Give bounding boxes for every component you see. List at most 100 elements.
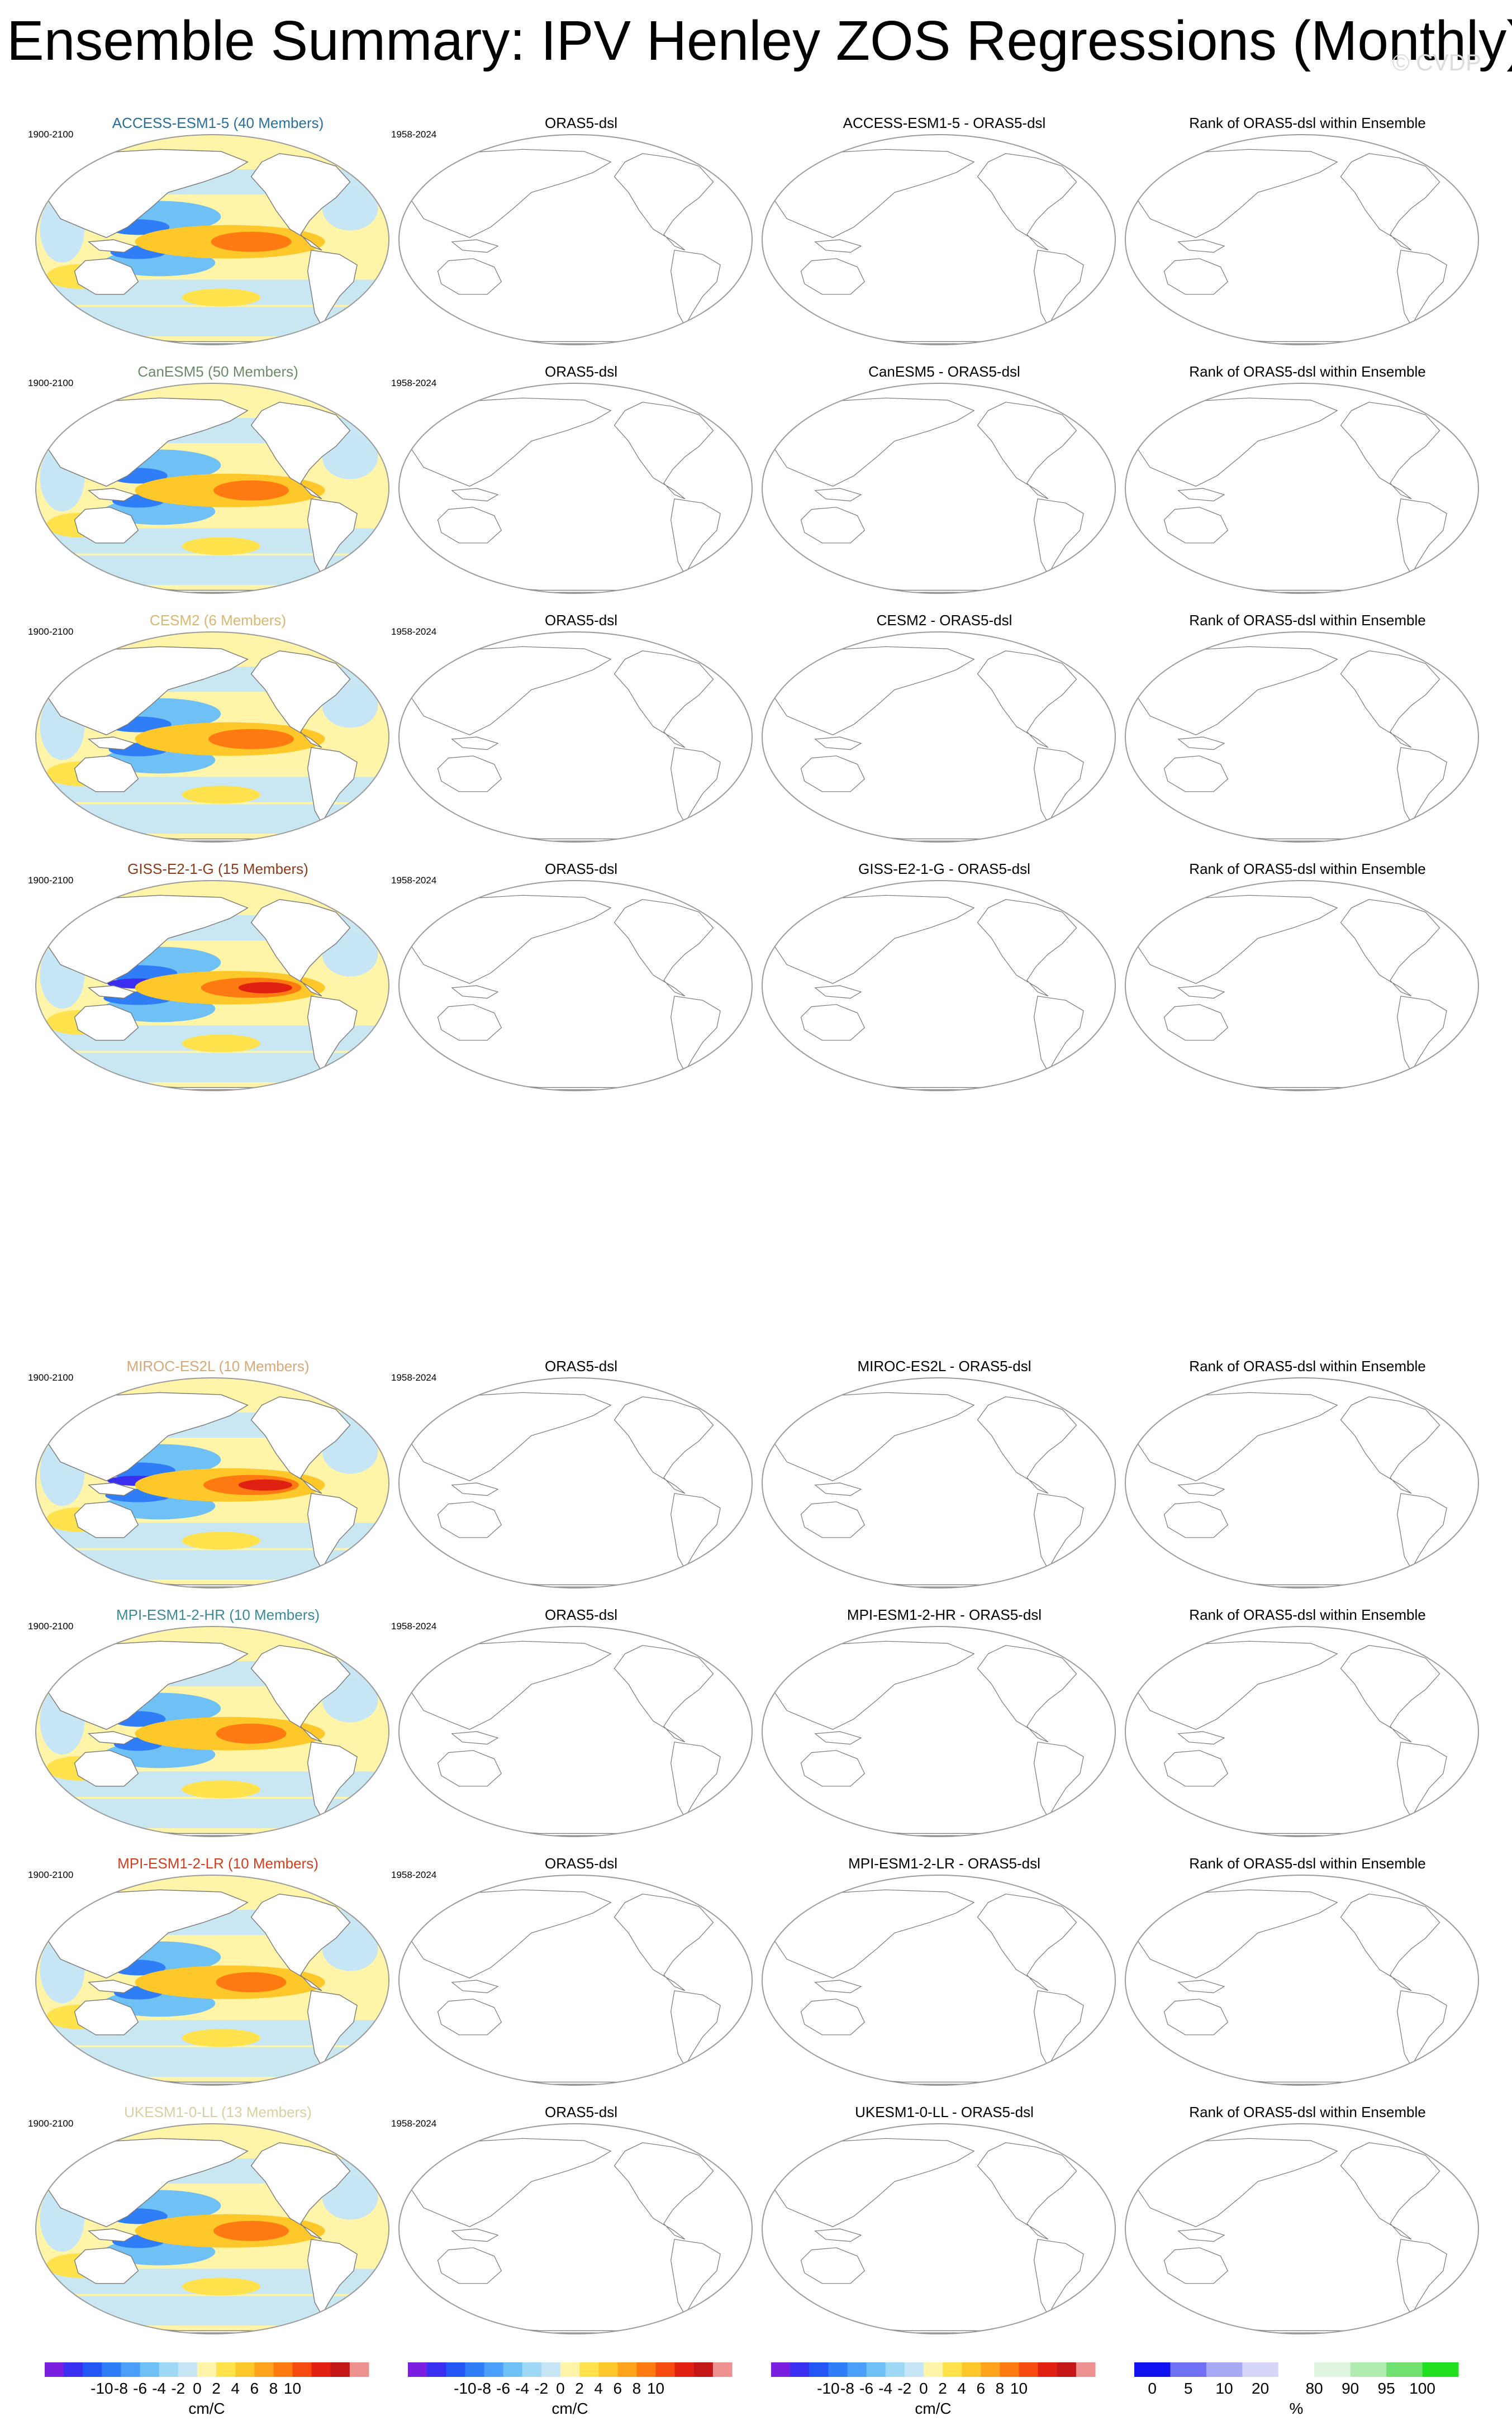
- map-border: [35, 134, 389, 345]
- world-map: [35, 1377, 389, 1589]
- map-border: [398, 2123, 753, 2334]
- continent-antarctica: [833, 1082, 1045, 1090]
- continent-north-america: [614, 1645, 714, 1743]
- continent-antarctica: [469, 584, 682, 593]
- panel-access-esm1-5-ensemble-mean: ACCESS-ESM1-5 (40 Members) 1900-2100: [28, 115, 402, 349]
- panel-ukesm1-0-ll-difference: UKESM1-0-LL - ORAS5-dsl: [760, 2104, 1129, 2338]
- equatorial-max: [238, 982, 292, 993]
- colorbar-swatch: [809, 2362, 829, 2377]
- difference-title: MPI-ESM1-2-HR - ORAS5-dsl: [847, 1606, 1042, 1623]
- colorbar-tick-label: -8: [114, 2380, 128, 2397]
- continent-south-america: [670, 1990, 721, 2067]
- continent-australia: [1163, 258, 1229, 295]
- map-border: [1125, 383, 1479, 594]
- continent-south-america: [1396, 2239, 1447, 2316]
- colorbar-swatch: [330, 2362, 350, 2377]
- colorbar-swatch: [45, 2362, 64, 2377]
- rank-title: Rank of ORAS5-dsl within Ensemble: [1189, 1606, 1426, 1623]
- continent-asia: [772, 149, 975, 238]
- map-border: [398, 134, 753, 345]
- continent-asia: [1135, 397, 1338, 487]
- world-map: [1125, 2123, 1479, 2334]
- continent-asia: [46, 1392, 249, 1481]
- colorbar-swatch: [771, 2362, 791, 2377]
- continent-greenland: [1062, 891, 1091, 913]
- colorbar-tick-label: 8: [633, 2380, 641, 2397]
- panel-mpi-esm1-2-lr-rank: Rank of ORAS5-dsl within Ensemble: [1123, 1855, 1492, 2090]
- rank-title: Rank of ORAS5-dsl within Ensemble: [1189, 612, 1426, 629]
- period-label: 1900-2100: [28, 1372, 74, 1383]
- continent-greenland: [335, 1387, 365, 1410]
- panel-cesm2-ensemble-mean: CESM2 (6 Members) 1900-2100: [28, 612, 402, 846]
- continent-australia: [800, 1750, 866, 1787]
- continent-south-america: [670, 498, 721, 576]
- continent-antarctica: [1196, 336, 1408, 344]
- continent-south-america: [670, 250, 721, 327]
- map-border: [762, 2123, 1116, 2334]
- continent-maritime: [814, 1980, 862, 1994]
- continent-australia: [800, 755, 866, 792]
- model-title: CESM2 (6 Members): [149, 612, 287, 629]
- continent-greenland: [1062, 145, 1091, 167]
- world-map: [398, 1875, 753, 2086]
- colorbar-swatch: [1278, 2362, 1315, 2377]
- map-border: [35, 1875, 389, 2086]
- panel-mpi-esm1-2-hr-obs: ORAS5-dsl 1958-2024: [391, 1606, 765, 1841]
- colorbar-swatch: [1019, 2362, 1039, 2377]
- colorbar-swatch: [140, 2362, 160, 2377]
- continent-maritime: [814, 1482, 862, 1496]
- colorbar-tick-label: 20: [1252, 2380, 1269, 2397]
- rank-title: Rank of ORAS5-dsl within Ensemble: [1189, 363, 1426, 380]
- period-label: 1900-2100: [28, 1870, 74, 1880]
- continent-maritime: [87, 1482, 136, 1496]
- continent-greenland: [698, 1637, 728, 1659]
- continent-antarctica: [833, 1579, 1045, 1587]
- colorbar-swatch: [216, 2362, 236, 2377]
- continent-asia: [46, 149, 249, 238]
- model-title: ACCESS-ESM1-5 (40 Members): [112, 115, 324, 131]
- world-map: [762, 880, 1116, 1091]
- panel-mpi-esm1-2-lr-obs: ORAS5-dsl 1958-2024: [391, 1855, 765, 2090]
- period-label: 1958-2024: [391, 626, 437, 637]
- continent-maritime: [451, 1731, 499, 1745]
- midlat-band: [36, 1550, 389, 1580]
- midlat-band: [36, 804, 389, 834]
- panel-canesm5-obs: ORAS5-dsl 1958-2024: [391, 363, 765, 598]
- continent-maritime: [87, 1980, 136, 1994]
- world-map: [1125, 1377, 1479, 1589]
- world-map: [762, 1377, 1116, 1589]
- panel-miroc-es2l-obs: ORAS5-dsl 1958-2024: [391, 1358, 765, 1592]
- world-map: [762, 2123, 1116, 2334]
- difference-title: ACCESS-ESM1-5 - ORAS5-dsl: [843, 115, 1046, 131]
- world-map: [398, 134, 753, 345]
- colorbar-tick-label: 95: [1378, 2380, 1395, 2397]
- colorbar-swatch: [64, 2362, 83, 2377]
- continent-antarctica: [833, 2325, 1045, 2333]
- midlat-band: [36, 1799, 389, 1828]
- colorbar-tick-label: 10: [647, 2380, 664, 2397]
- world-map: [1125, 1875, 1479, 2086]
- southern-ocean-positive: [182, 288, 260, 307]
- continent-north-america: [614, 1396, 714, 1494]
- continent-greenland: [1425, 891, 1454, 913]
- colorbar-tick-label: 6: [250, 2380, 259, 2397]
- panel-cesm2-obs: ORAS5-dsl 1958-2024: [391, 612, 765, 846]
- continent-asia: [409, 1889, 612, 1979]
- continent-south-america: [307, 1990, 358, 2067]
- midlat-band: [36, 555, 389, 585]
- continent-maritime: [1177, 1482, 1225, 1496]
- colorbar-swatch: [1386, 2362, 1423, 2377]
- continent-asia: [772, 646, 975, 735]
- obs-title: ORAS5-dsl: [544, 1358, 618, 1375]
- continent-maritime: [451, 736, 499, 750]
- continent-australia: [800, 1999, 866, 2035]
- colorbar-swatch: [943, 2362, 962, 2377]
- continent-australia: [74, 1501, 139, 1538]
- colorbar-tick-label: 2: [938, 2380, 947, 2397]
- colorbar-swatch: [484, 2362, 504, 2377]
- colorbar-tick-label: -8: [840, 2380, 854, 2397]
- continent-asia: [772, 1889, 975, 1979]
- continent-asia: [772, 397, 975, 487]
- panel-giss-e2-1-g-rank: Rank of ORAS5-dsl within Ensemble: [1123, 860, 1492, 1095]
- continent-south-america: [670, 996, 721, 1073]
